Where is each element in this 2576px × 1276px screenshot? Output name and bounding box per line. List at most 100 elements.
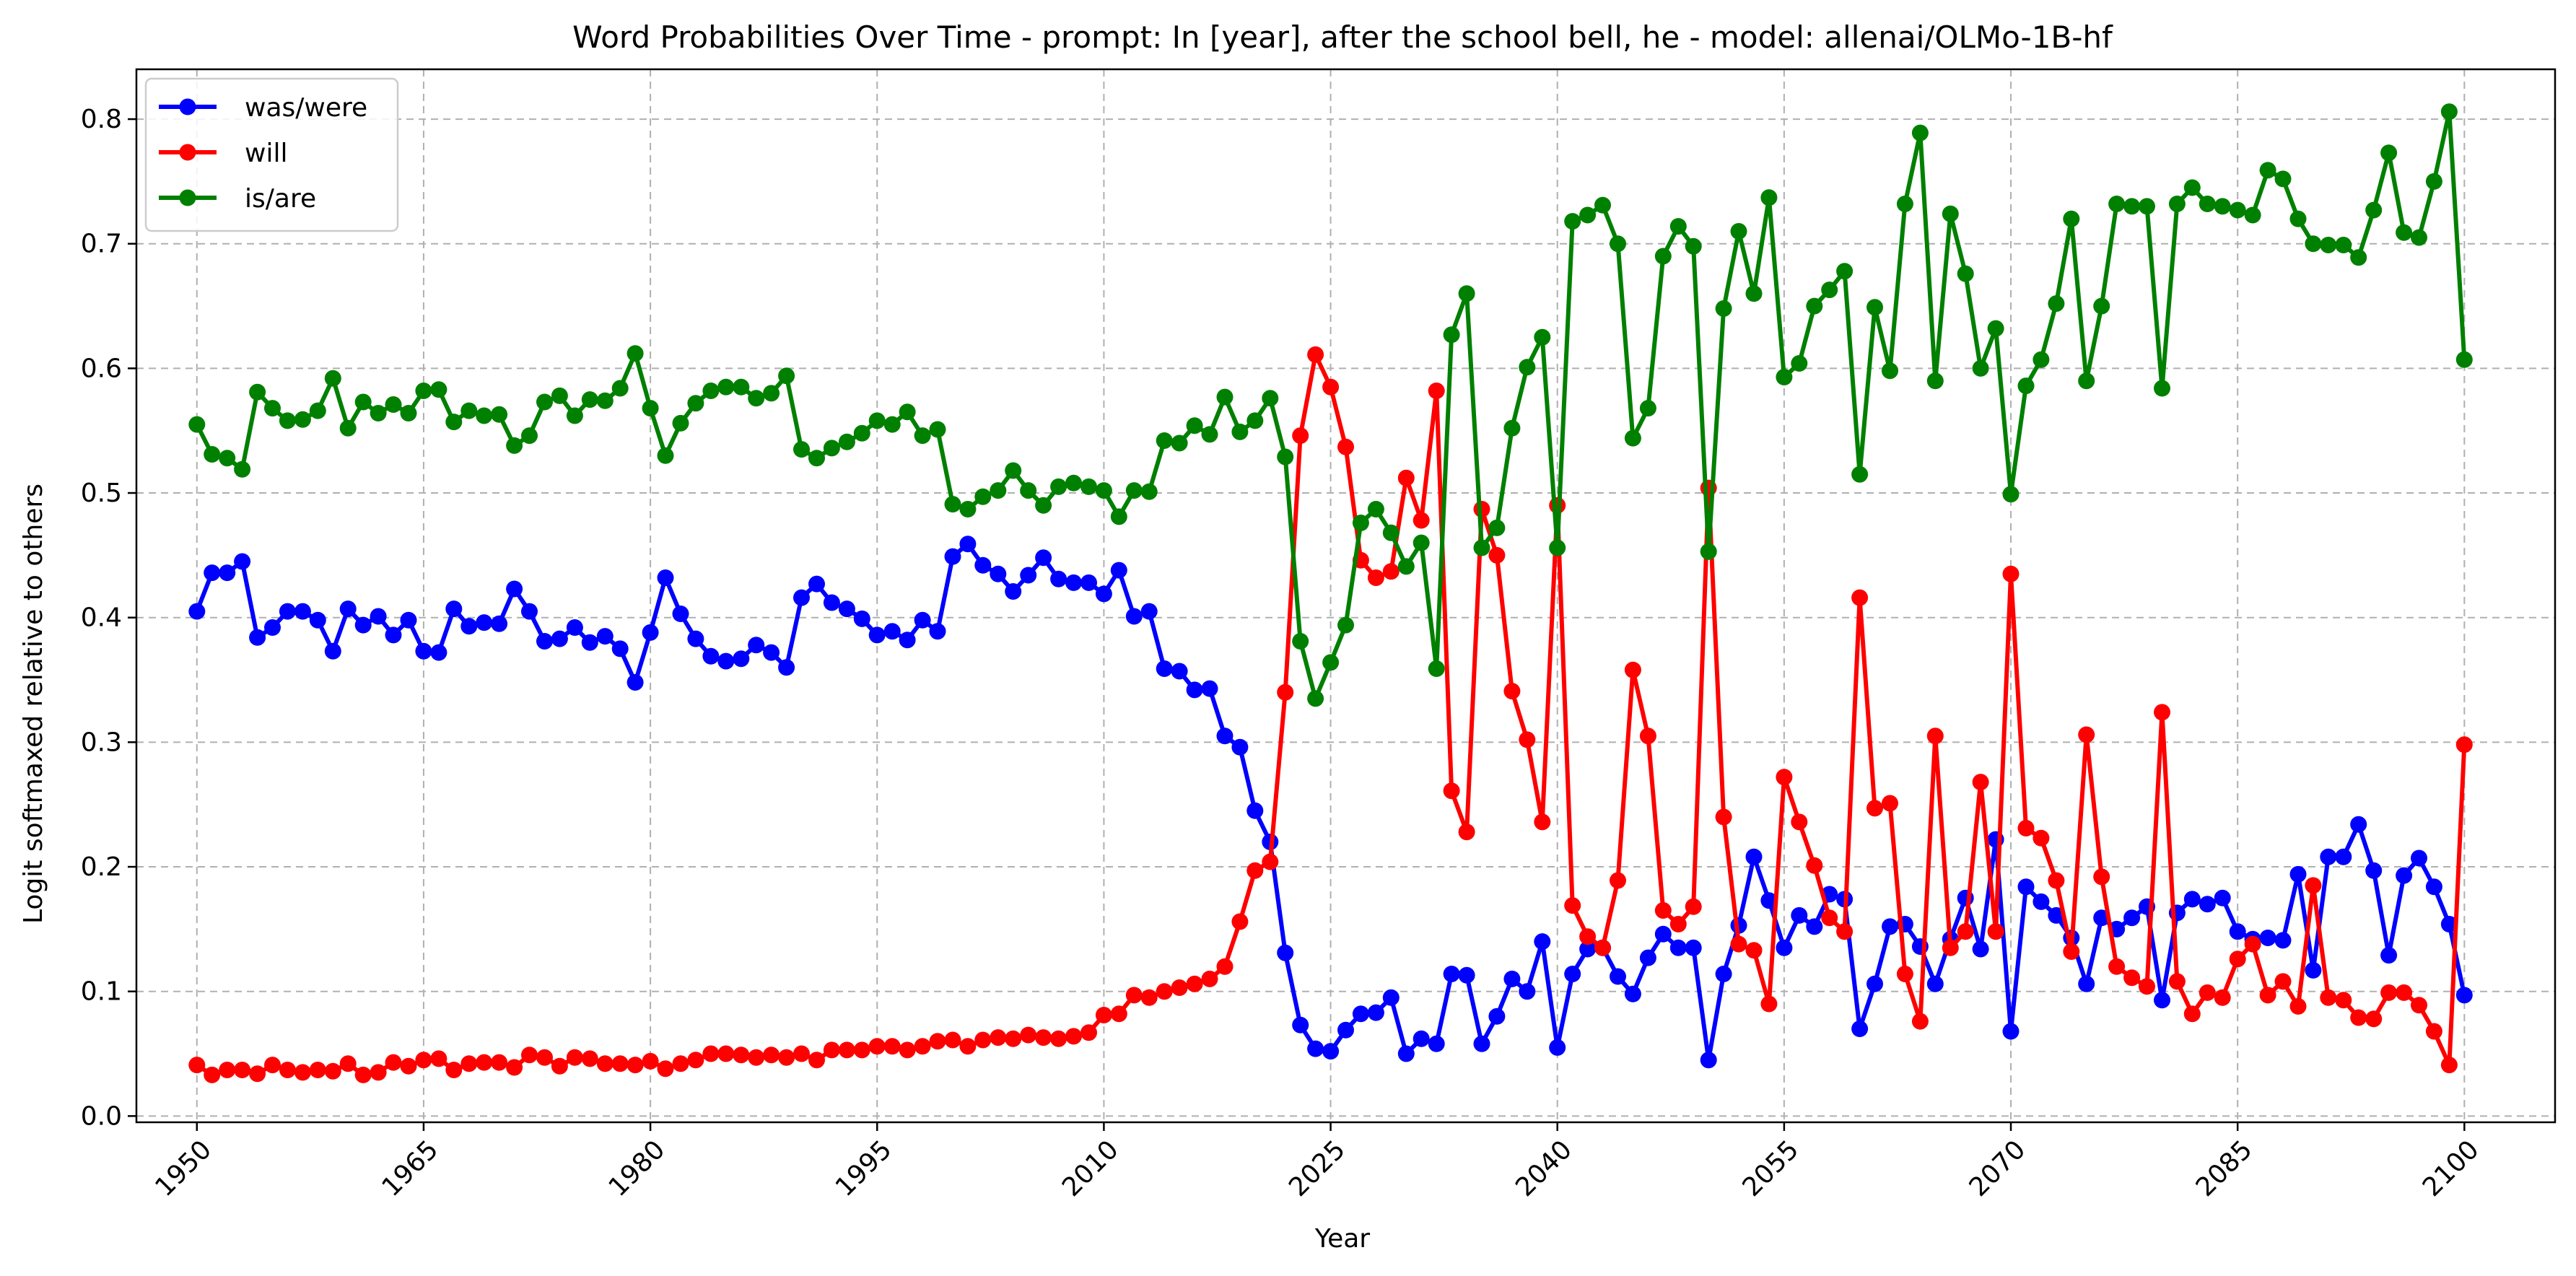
data-point-will bbox=[1397, 469, 1415, 486]
data-point-was-were bbox=[2183, 891, 2201, 908]
data-point-will bbox=[2033, 829, 2050, 847]
x-tick-label: 2025 bbox=[1283, 1135, 1351, 1202]
data-point-was-were bbox=[249, 629, 266, 646]
data-point-will bbox=[1125, 987, 1143, 1004]
y-tick-label: 0.4 bbox=[81, 603, 122, 633]
data-point-is-are bbox=[657, 447, 674, 464]
data-point-is-are bbox=[672, 414, 689, 432]
data-point-was-were bbox=[2289, 865, 2307, 883]
y-tick-label: 0.2 bbox=[81, 852, 122, 882]
data-point-will bbox=[1428, 383, 1445, 399]
data-point-will bbox=[279, 1062, 296, 1078]
y-tick-label: 0.7 bbox=[81, 230, 122, 259]
data-point-is-are bbox=[1987, 320, 2004, 337]
data-point-is-are bbox=[2199, 196, 2216, 212]
data-point-was-were bbox=[657, 569, 674, 586]
data-point-is-are bbox=[415, 383, 432, 399]
legend-item-was-were: was/were bbox=[159, 93, 367, 123]
data-point-is-are bbox=[1095, 482, 1112, 499]
data-point-will bbox=[581, 1050, 598, 1067]
series-lines bbox=[188, 103, 2473, 1083]
data-point-will bbox=[1020, 1026, 1037, 1044]
data-point-will bbox=[808, 1052, 825, 1069]
data-point-was-were bbox=[717, 652, 735, 670]
data-point-is-are bbox=[2183, 179, 2201, 196]
data-point-was-were bbox=[1352, 1005, 1369, 1023]
data-point-will bbox=[2078, 726, 2095, 743]
data-point-will bbox=[1760, 995, 1778, 1013]
data-point-was-were bbox=[868, 626, 886, 644]
data-point-was-were bbox=[974, 556, 992, 574]
data-point-is-are bbox=[1488, 519, 1506, 536]
data-point-will bbox=[2320, 989, 2337, 1006]
data-point-is-are bbox=[385, 396, 402, 413]
data-point-is-are bbox=[1776, 369, 1793, 385]
data-point-will bbox=[1987, 923, 2004, 940]
data-point-is-are bbox=[339, 419, 357, 437]
data-point-will bbox=[1080, 1024, 1097, 1041]
data-point-will bbox=[2002, 565, 2020, 582]
data-point-was-were bbox=[2320, 848, 2337, 865]
y-tick-label: 0.6 bbox=[81, 354, 122, 383]
legend-label: was/were bbox=[245, 93, 367, 123]
data-point-will bbox=[687, 1052, 704, 1069]
data-point-was-were bbox=[2214, 889, 2231, 906]
data-point-will bbox=[1262, 853, 1279, 870]
data-point-will bbox=[430, 1050, 447, 1067]
data-point-will bbox=[1715, 808, 1732, 826]
data-point-was-were bbox=[188, 603, 206, 620]
data-point-is-are bbox=[868, 412, 886, 429]
data-point-was-were bbox=[899, 632, 916, 649]
data-point-was-were bbox=[2455, 987, 2473, 1004]
data-point-is-are bbox=[1972, 359, 1989, 377]
data-point-is-are bbox=[1760, 189, 1778, 206]
data-point-is-are bbox=[733, 378, 750, 396]
data-point-was-were bbox=[1080, 574, 1097, 591]
data-point-will bbox=[1065, 1028, 1082, 1045]
data-point-will bbox=[899, 1041, 916, 1059]
data-point-will bbox=[611, 1055, 629, 1072]
data-point-was-were bbox=[400, 611, 417, 629]
data-point-was-were bbox=[1231, 738, 1249, 756]
data-point-was-were bbox=[853, 610, 870, 627]
data-point-will bbox=[1836, 923, 1854, 940]
data-point-is-are bbox=[929, 421, 946, 438]
legend: was/were will is/are bbox=[144, 77, 399, 232]
data-point-will bbox=[204, 1066, 221, 1083]
data-point-is-are bbox=[2320, 237, 2337, 253]
data-point-will bbox=[249, 1065, 266, 1083]
data-point-is-are bbox=[2440, 103, 2458, 121]
data-point-will bbox=[294, 1064, 311, 1081]
data-point-will bbox=[309, 1062, 326, 1078]
data-point-will bbox=[1610, 872, 1626, 889]
data-point-will bbox=[2017, 820, 2035, 836]
data-point-was-were bbox=[309, 611, 326, 629]
data-point-was-were bbox=[1851, 1021, 1869, 1037]
data-point-will bbox=[1669, 916, 1687, 932]
data-point-will bbox=[1171, 979, 1188, 996]
legend-label: will bbox=[245, 139, 287, 168]
data-point-is-are bbox=[551, 387, 568, 404]
data-point-was-were bbox=[1791, 906, 1808, 924]
data-point-was-were bbox=[914, 611, 931, 629]
data-point-is-are bbox=[717, 378, 735, 396]
data-point-will bbox=[1564, 897, 1581, 914]
data-point-was-were bbox=[1776, 939, 1793, 956]
data-point-was-were bbox=[354, 616, 372, 634]
data-point-will bbox=[2168, 973, 2186, 990]
data-point-was-were bbox=[1201, 680, 1218, 697]
data-point-is-are bbox=[2396, 224, 2413, 241]
data-point-will bbox=[415, 1052, 432, 1069]
data-point-will bbox=[1745, 942, 1763, 959]
plot-area-frame bbox=[135, 68, 2557, 1124]
data-point-is-are bbox=[2411, 229, 2427, 246]
data-point-is-are bbox=[1654, 248, 1672, 265]
data-point-was-were bbox=[823, 594, 840, 611]
legend-label: is/are bbox=[245, 184, 316, 214]
data-point-was-were bbox=[1549, 1039, 1566, 1056]
data-point-is-are bbox=[1957, 265, 1974, 282]
legend-box bbox=[144, 77, 399, 232]
data-point-was-were bbox=[1035, 549, 1052, 567]
data-point-is-are bbox=[2335, 237, 2352, 253]
data-point-was-were bbox=[838, 600, 855, 618]
